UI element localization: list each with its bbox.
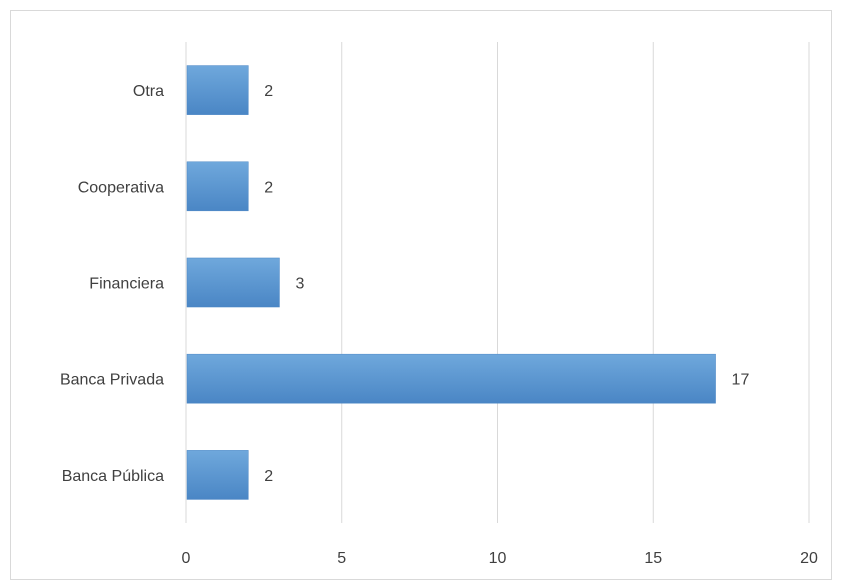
bar xyxy=(186,353,716,404)
bar xyxy=(186,65,249,115)
category-label: Financiera xyxy=(89,276,164,293)
data-label: 17 xyxy=(732,372,750,389)
category-label: Banca Pública xyxy=(62,468,164,485)
data-label: 3 xyxy=(295,276,304,293)
bar xyxy=(186,257,280,308)
bars xyxy=(186,65,716,500)
chart-frame xyxy=(10,10,832,580)
category-label: Otra xyxy=(133,83,164,100)
x-tick-label: 10 xyxy=(489,550,507,567)
category-label: Cooperativa xyxy=(78,179,164,196)
x-tick-label: 20 xyxy=(800,550,818,567)
x-tick-label: 5 xyxy=(337,550,346,567)
x-tick-label: 0 xyxy=(182,550,191,567)
x-tick-label: 15 xyxy=(644,550,662,567)
data-label: 2 xyxy=(264,179,273,196)
bar xyxy=(186,450,249,500)
data-label: 2 xyxy=(264,468,273,485)
bar xyxy=(186,161,249,212)
gridlines xyxy=(185,42,810,523)
data-label: 2 xyxy=(264,83,273,100)
category-label: Banca Privada xyxy=(60,372,164,389)
labels: 0 5 10 15 20 Banca Pública 2 Banca Privada 17 Fin… xyxy=(60,83,818,567)
